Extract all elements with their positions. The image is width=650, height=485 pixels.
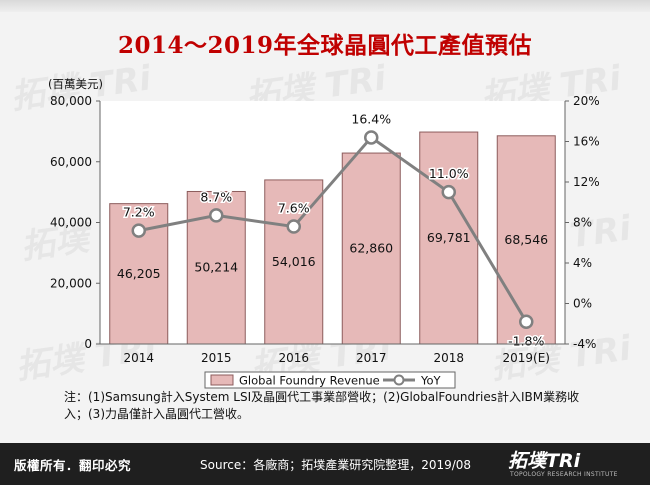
- x-tick-label: 2015: [201, 351, 232, 365]
- bar: [264, 179, 324, 345]
- right-tick-label: 16%: [573, 135, 600, 149]
- right-tick-label: -4%: [573, 337, 596, 351]
- x-tick-label: 2014: [123, 351, 154, 365]
- yoy-point: [364, 130, 379, 145]
- bar-data-label: 69,781: [427, 230, 471, 245]
- x-tick-label: 2019(E): [503, 351, 550, 365]
- x-tick-label: 2017: [356, 351, 387, 365]
- yoy-data-label: 11.0%: [429, 166, 469, 181]
- yoy-data-label: 8.7%: [200, 189, 232, 204]
- yoy-point: [519, 314, 534, 329]
- footer-bar: 版權所有．翻印必究 Source：各廠商；拓墣產業研究院整理，2019/08: [0, 443, 650, 485]
- left-tick-label: 0: [84, 337, 92, 351]
- bar-series: 46,205 50,214 54,016 62,860 69,781 68,546: [109, 131, 556, 345]
- footnote: 注：(1)Samsung計入System LSI及晶圓代工事業部營收；(2)Gl…: [64, 390, 580, 421]
- logo-main-text: 拓墣TRi: [508, 450, 581, 472]
- legend: Global Foundry Revenue YoY: [204, 371, 456, 389]
- yoy-point: [131, 223, 146, 238]
- yoy-data-label: -1.8%: [508, 334, 544, 349]
- left-tick-label: 80,000: [50, 94, 92, 108]
- right-tick-label: 20%: [573, 94, 600, 108]
- left-tick-label: 40,000: [50, 216, 92, 230]
- legend-bar-label: Global Foundry Revenue: [239, 374, 380, 388]
- x-tick-label: 2016: [278, 351, 309, 365]
- company-logo: 拓墣TRi TOPOLOGY RESEARCH INSTITUTE: [508, 446, 638, 482]
- legend-box: [204, 371, 456, 389]
- top-band: [0, 0, 650, 12]
- chart: 46,205 50,214 54,016 62,860 69,781 68,546 7.2…: [48, 77, 600, 389]
- logo-sub-text: TOPOLOGY RESEARCH INSTITUTE: [510, 471, 618, 478]
- bar: [419, 131, 479, 345]
- left-tick-label: 20,000: [50, 276, 92, 290]
- right-tick-label: 0%: [573, 297, 592, 311]
- x-tick-label: 2018: [433, 351, 464, 365]
- right-tick-label: 8%: [573, 216, 592, 230]
- chart-title: 2014～2019年全球晶圓代工產值預估: [117, 32, 533, 59]
- yoy-data-label: 16.4%: [351, 111, 391, 126]
- axes: 0 20,000 40,000 60,000 80,000 -4% 0% 4% 8% 12% 16%…: [48, 77, 600, 365]
- left-axis-unit: (百萬美元): [48, 77, 103, 91]
- bar-data-label: 62,860: [349, 241, 393, 256]
- copyright-text: 版權所有．翻印必究: [14, 458, 132, 473]
- bar: [496, 135, 556, 345]
- bar-data-label: 54,016: [272, 254, 316, 269]
- left-tick-label: 60,000: [50, 155, 92, 169]
- source-text: Source：各廠商；拓墣產業研究院整理，2019/08: [200, 458, 472, 472]
- right-tick-label: 4%: [573, 256, 592, 270]
- plot-area: [100, 101, 565, 344]
- legend-line-marker: [393, 374, 405, 386]
- legend-bar-swatch: [210, 374, 234, 386]
- yoy-data-label: 7.2%: [123, 205, 155, 220]
- yoy-line: [138, 135, 528, 323]
- legend-line-label: YoY: [420, 374, 442, 388]
- yoy-series: 7.2% 8.7% 7.6% 16.4% 11.0% -1.8%: [121, 110, 546, 350]
- yoy-point: [209, 208, 224, 223]
- bar: [341, 152, 401, 345]
- bar-data-label: 46,205: [117, 266, 161, 281]
- yoy-data-label: 7.6%: [278, 201, 310, 216]
- right-tick-label: 12%: [573, 175, 600, 189]
- yoy-point: [286, 219, 301, 234]
- yoy-point: [441, 184, 456, 200]
- bar-data-label: 50,214: [194, 260, 238, 275]
- bar-data-label: 68,546: [504, 232, 548, 247]
